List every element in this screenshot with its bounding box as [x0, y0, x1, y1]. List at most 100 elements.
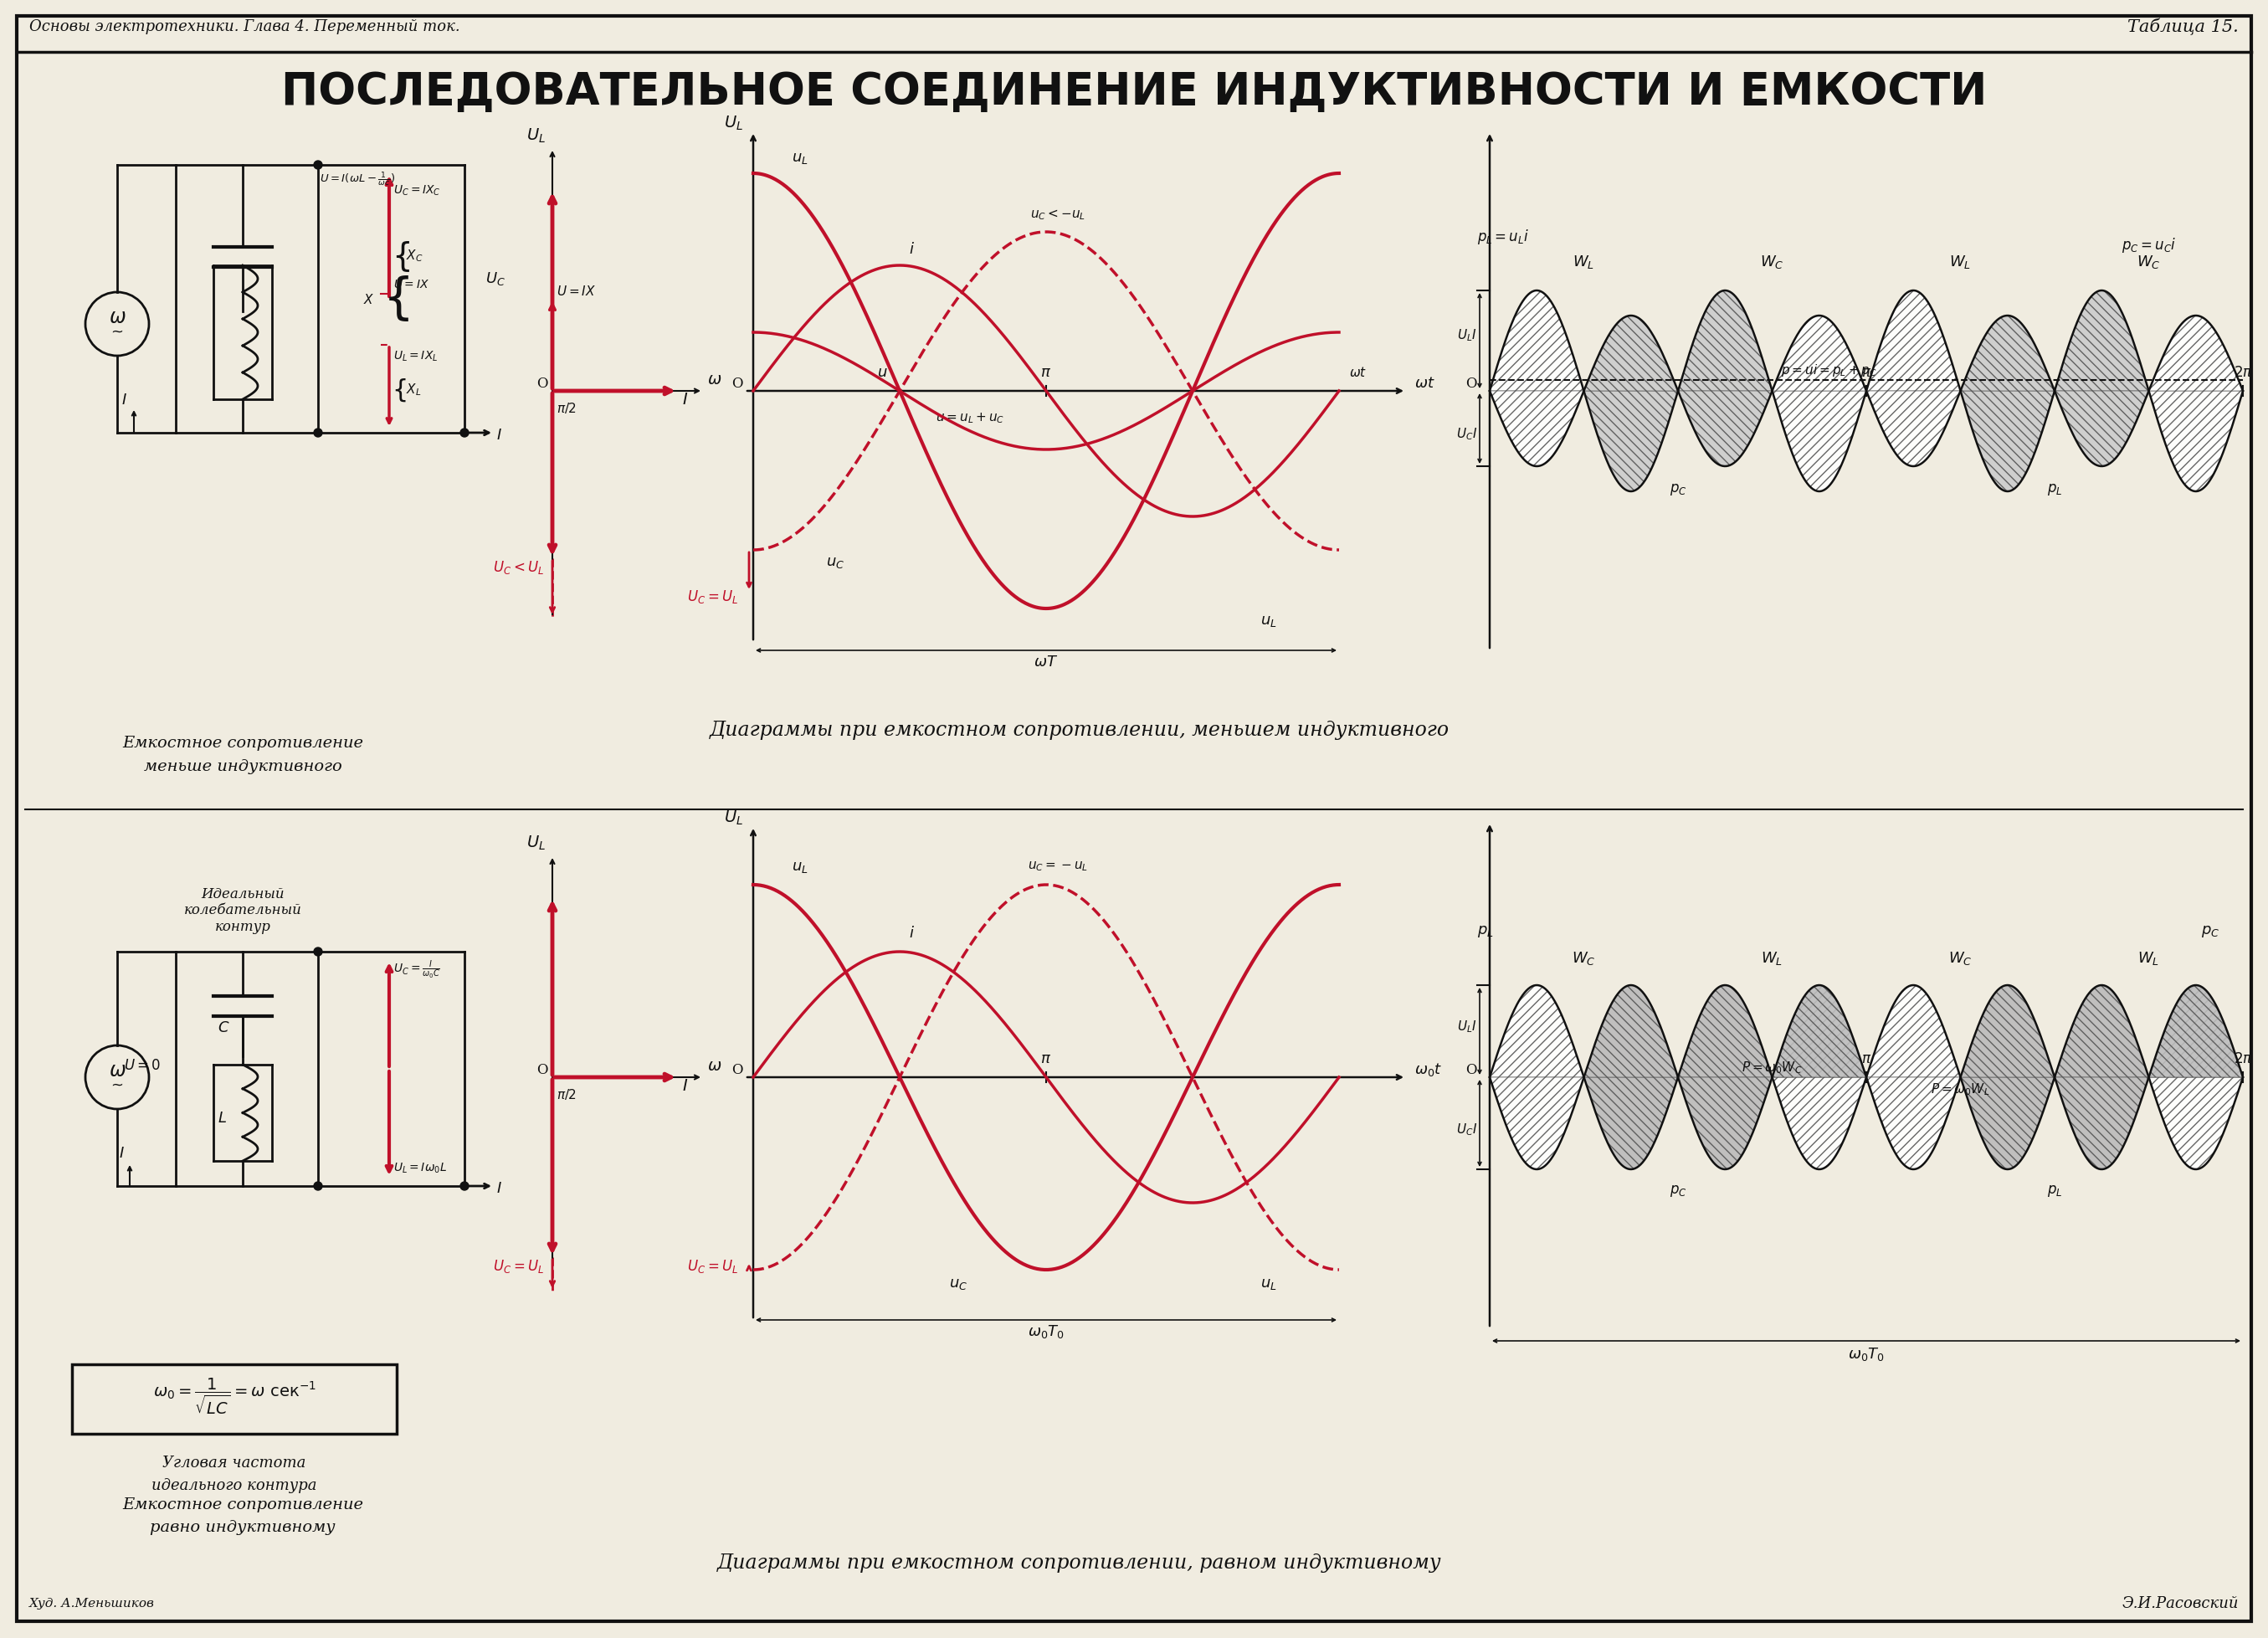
Text: $2\pi$: $2\pi$	[2234, 365, 2252, 380]
Text: $\pi$: $\pi$	[1862, 1052, 1871, 1066]
Text: $u_L$: $u_L$	[792, 151, 807, 165]
Text: $p_C$: $p_C$	[2200, 924, 2220, 939]
Text: $U_C<U_L$: $U_C<U_L$	[492, 559, 544, 575]
Text: Худ. А.Меньшиков: Худ. А.Меньшиков	[29, 1597, 154, 1609]
Text: O: O	[733, 377, 744, 391]
Text: Диаграммы при емкостном сопротивлении, равном индуктивному: Диаграммы при емкостном сопротивлении, р…	[717, 1553, 1442, 1572]
Text: $u_L$: $u_L$	[1261, 1276, 1277, 1291]
Text: $u_C=-u_L$: $u_C=-u_L$	[1027, 860, 1089, 873]
Circle shape	[460, 429, 469, 437]
Text: ~: ~	[111, 324, 122, 339]
Text: O: O	[538, 377, 549, 391]
Text: $W_L$: $W_L$	[1762, 950, 1783, 966]
Text: $\pi$: $\pi$	[1041, 365, 1052, 380]
Text: $X$: $X$	[363, 293, 374, 306]
Text: $W_C$: $W_C$	[1760, 254, 1785, 270]
Text: $U_C=U_L$: $U_C=U_L$	[687, 588, 737, 604]
Text: $p_L=u_Li$: $p_L=u_Li$	[1476, 228, 1529, 246]
Text: $p_C=u_Ci$: $p_C=u_Ci$	[2121, 236, 2177, 254]
Text: $p_C$: $p_C$	[1669, 482, 1687, 496]
Text: $\omega t$: $\omega t$	[1415, 375, 1436, 391]
Text: O: O	[1465, 1063, 1476, 1076]
Text: $W_L$: $W_L$	[1950, 254, 1971, 270]
Text: $U_LI$: $U_LI$	[1458, 328, 1476, 342]
Text: $P=\omega_0 W_C$: $P=\omega_0 W_C$	[1742, 1060, 1803, 1075]
Text: $\omega T$: $\omega T$	[1034, 654, 1059, 670]
Text: $\pi$: $\pi$	[1862, 365, 1871, 380]
Text: Э.И.Расовский: Э.И.Расовский	[2123, 1595, 2239, 1610]
Text: $U_L$: $U_L$	[526, 834, 547, 852]
Text: $I$: $I$	[683, 393, 687, 408]
Text: $2\pi$: $2\pi$	[2234, 1052, 2252, 1066]
Text: $P=\omega_0 W_L$: $P=\omega_0 W_L$	[1930, 1081, 1989, 1096]
Text: $U=IX$: $U=IX$	[392, 278, 429, 290]
Text: $U=I(\omega L-\frac{1}{\omega c})$: $U=I(\omega L-\frac{1}{\omega c})$	[320, 170, 395, 187]
Text: O: O	[538, 1063, 549, 1076]
Text: {: {	[392, 241, 413, 272]
Circle shape	[313, 948, 322, 957]
Text: $\omega$: $\omega$	[109, 1061, 125, 1081]
Text: $U_C$: $U_C$	[485, 270, 506, 287]
Text: $p_L$: $p_L$	[2048, 482, 2062, 496]
Text: $W_C$: $W_C$	[1572, 950, 1597, 966]
Text: $u_C$: $u_C$	[826, 555, 844, 570]
Text: $I$: $I$	[683, 1078, 687, 1094]
Text: $U_C=U_L$: $U_C=U_L$	[492, 1258, 544, 1274]
Text: $W_L$: $W_L$	[1574, 254, 1594, 270]
Text: $I$: $I$	[497, 1181, 501, 1196]
Text: $\pi$: $\pi$	[1041, 1050, 1052, 1066]
Text: Таблица 15.: Таблица 15.	[2127, 18, 2239, 36]
Text: $\omega_0=\dfrac{1}{\sqrt{LC}}=\omega\ \mathsf{сек}^{-1}$: $\omega_0=\dfrac{1}{\sqrt{LC}}=\omega\ \…	[152, 1376, 315, 1415]
Text: $U_C=U_L$: $U_C=U_L$	[687, 1258, 737, 1274]
Text: $U_L$: $U_L$	[723, 115, 744, 133]
Text: $i$: $i$	[909, 242, 914, 257]
Text: Емкостное сопротивление: Емкостное сопротивление	[122, 1497, 363, 1512]
Text: $I$: $I$	[118, 1145, 125, 1160]
Text: равно индуктивному: равно индуктивному	[150, 1518, 336, 1535]
Text: $\pi/2$: $\pi/2$	[556, 1086, 576, 1101]
Circle shape	[460, 1183, 469, 1191]
Text: Основы электротехники. Глава 4. Переменный ток.: Основы электротехники. Глава 4. Переменн…	[29, 20, 460, 34]
Text: $\omega$: $\omega$	[708, 1058, 721, 1073]
FancyBboxPatch shape	[73, 1364, 397, 1433]
Text: $W_C$: $W_C$	[2136, 254, 2161, 270]
Text: Диаграммы при емкостном сопротивлении, меньшем индуктивного: Диаграммы при емкостном сопротивлении, м…	[710, 721, 1449, 740]
Text: идеального контура: идеального контура	[152, 1477, 318, 1492]
Text: $U_L=I\omega_0 L$: $U_L=I\omega_0 L$	[392, 1161, 447, 1174]
Text: $C$: $C$	[218, 1020, 229, 1035]
Text: $i$: $i$	[909, 925, 914, 940]
Text: $u_C$: $u_C$	[948, 1276, 968, 1291]
Text: $U=IX$: $U=IX$	[556, 285, 596, 298]
Text: $U_LI$: $U_LI$	[1458, 1019, 1476, 1034]
Text: $X_L$: $X_L$	[406, 382, 422, 398]
Text: $\pi/2$: $\pi/2$	[556, 401, 576, 414]
Text: $p_L$: $p_L$	[2048, 1183, 2062, 1197]
Text: $\omega_0 T_0$: $\omega_0 T_0$	[1848, 1345, 1885, 1361]
Text: Емкостное сопротивление: Емкостное сопротивление	[122, 735, 363, 750]
Text: O: O	[1465, 377, 1476, 391]
Text: $\omega_0 T_0$: $\omega_0 T_0$	[1027, 1322, 1064, 1340]
Text: $u_L$: $u_L$	[1261, 613, 1277, 629]
Text: $U_CI$: $U_CI$	[1456, 1120, 1476, 1137]
Text: $\omega$: $\omega$	[109, 308, 125, 328]
Circle shape	[313, 162, 322, 170]
Text: $U=0$: $U=0$	[125, 1058, 161, 1073]
Text: $X_C$: $X_C$	[406, 249, 424, 264]
Text: $W_L$: $W_L$	[2139, 950, 2159, 966]
Text: $U_L$: $U_L$	[526, 126, 547, 144]
Text: $I$: $I$	[497, 428, 501, 442]
Text: $U_C=\frac{I}{\omega_0 C}$: $U_C=\frac{I}{\omega_0 C}$	[392, 958, 440, 981]
Text: O: O	[733, 1063, 744, 1076]
Text: Угловая частота: Угловая частота	[163, 1455, 306, 1469]
Text: $U_C=IX_C$: $U_C=IX_C$	[392, 183, 440, 198]
Text: $U_L$: $U_L$	[723, 809, 744, 827]
Text: {: {	[392, 378, 408, 401]
Text: меньше индуктивного: меньше индуктивного	[143, 758, 342, 773]
Text: {: {	[383, 275, 415, 323]
Text: $u_L$: $u_L$	[792, 860, 807, 875]
Text: $p_L$: $p_L$	[1476, 924, 1495, 939]
Text: $W_C$: $W_C$	[1948, 950, 1973, 966]
Text: $U_L=IX_L$: $U_L=IX_L$	[392, 349, 438, 364]
Text: ПОСЛЕДОВАТЕЛЬНОЕ СОЕДИНЕНИЕ ИНДУКТИВНОСТИ И ЕМКОСТИ: ПОСЛЕДОВАТЕЛЬНОЕ СОЕДИНЕНИЕ ИНДУКТИВНОСТ…	[281, 70, 1987, 113]
Text: $\omega t$: $\omega t$	[1349, 365, 1368, 378]
